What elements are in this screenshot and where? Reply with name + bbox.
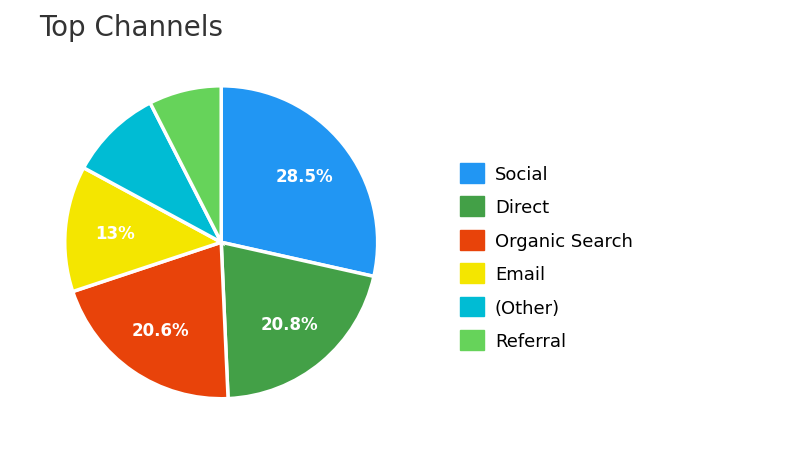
Text: Top Channels: Top Channels xyxy=(40,14,224,42)
Wedge shape xyxy=(150,87,221,243)
Text: 20.8%: 20.8% xyxy=(261,315,318,333)
Wedge shape xyxy=(221,87,378,277)
Wedge shape xyxy=(65,169,221,292)
Text: 28.5%: 28.5% xyxy=(276,168,333,185)
Text: 13%: 13% xyxy=(96,225,135,242)
Text: 20.6%: 20.6% xyxy=(132,321,190,339)
Wedge shape xyxy=(73,243,228,399)
Legend: Social, Direct, Organic Search, Email, (Other), Referral: Social, Direct, Organic Search, Email, (… xyxy=(451,155,641,359)
Wedge shape xyxy=(221,243,374,399)
Wedge shape xyxy=(84,104,221,243)
